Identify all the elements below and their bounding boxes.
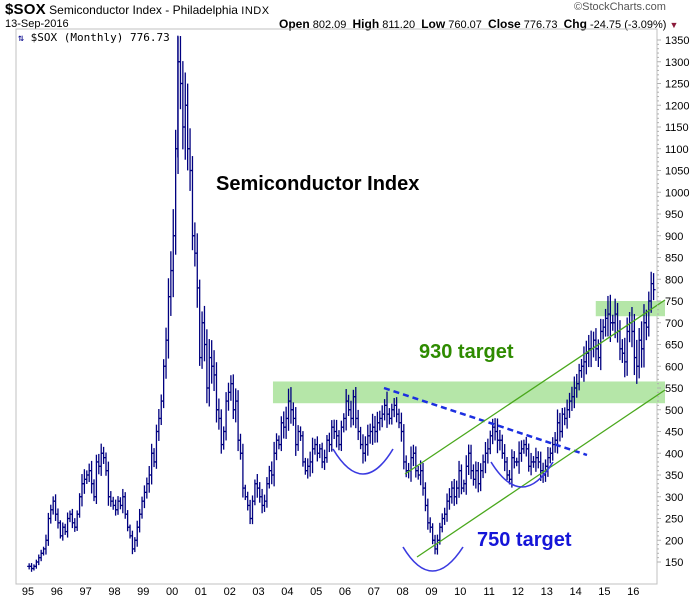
y-tick-label: 1150 <box>665 122 689 134</box>
y-tick-label: 250 <box>665 514 683 526</box>
series-legend: ⇅ $SOX (Monthly) 776.73 <box>18 31 170 44</box>
low-value: 760.07 <box>448 19 482 31</box>
chart-date: 13-Sep-2016 <box>5 18 69 30</box>
bottom-arc <box>402 546 464 572</box>
y-tick-label: 700 <box>665 318 683 330</box>
x-tick-label: 11 <box>483 586 494 598</box>
y-tick-label: 200 <box>665 535 683 547</box>
x-tick-label: 12 <box>512 586 524 598</box>
y-tick-label: 150 <box>665 557 683 569</box>
trend-lines <box>332 299 666 572</box>
x-tick-label: 99 <box>137 586 149 598</box>
downtrend-line <box>383 386 588 457</box>
x-tick-label: 16 <box>627 586 639 598</box>
x-tick-label: 10 <box>454 586 466 598</box>
open-label: Open <box>279 17 310 31</box>
chart-title: $SOX Semiconductor Index - Philadelphia … <box>5 1 270 18</box>
open-value: 802.09 <box>312 19 347 31</box>
x-tick-label: 04 <box>281 586 293 598</box>
annotation-title: Semiconductor Index <box>216 173 420 195</box>
low-label: Low <box>421 17 446 31</box>
y-tick-label: 650 <box>665 340 683 352</box>
y-tick-label: 950 <box>665 209 683 221</box>
y-tick-label: 800 <box>665 274 683 286</box>
y-tick-label: 300 <box>665 492 683 504</box>
x-tick-label: 95 <box>22 586 34 598</box>
chg-value: -24.75 (-3.09%) <box>589 19 667 31</box>
x-axis: 95 96 97 98 99 00 01 02 03 04 05 06 07 08 09 10 11 12 13 14… <box>22 586 639 598</box>
x-tick-label: 05 <box>310 586 322 598</box>
y-tick-label: 1000 <box>665 187 689 199</box>
close-value: 776.73 <box>523 19 558 31</box>
x-tick-label: 02 <box>224 586 236 598</box>
quote-line: Open 802.09 High 811.20 Low 760.07 Close… <box>279 17 678 31</box>
resistance-band-730 <box>595 301 665 317</box>
high-label: High <box>352 17 380 31</box>
symbol: $SOX <box>5 1 46 18</box>
x-tick-label: 13 <box>541 586 553 598</box>
high-value: 811.20 <box>382 19 416 31</box>
y-tick-label: 750 <box>665 296 683 308</box>
close-label: Close <box>488 17 521 31</box>
x-tick-label: 14 <box>569 586 581 598</box>
y-tick-label: 850 <box>665 253 683 265</box>
y-tick-label: 1100 <box>665 144 689 156</box>
resistance-band-550 <box>272 381 665 404</box>
down-triangle-icon: ▼ <box>669 20 679 30</box>
y-tick-label: 500 <box>665 405 683 417</box>
x-tick-label: 01 <box>195 586 207 598</box>
x-tick-label: 09 <box>425 586 437 598</box>
x-tick-label: 06 <box>339 586 351 598</box>
ohlc-bars <box>27 35 656 572</box>
y-tick-label: 1200 <box>665 100 689 112</box>
brand-watermark: ©StockCharts.com <box>574 1 666 13</box>
index-name: Semiconductor Index - Philadelphia <box>49 3 238 17</box>
annotation-750-target: 750 target <box>477 529 572 551</box>
y-tick-label: 1250 <box>665 79 689 91</box>
channel-lower-line <box>416 389 666 558</box>
y-tick-label: 400 <box>665 448 683 460</box>
y-tick-label: 350 <box>665 470 683 482</box>
y-tick-label: 900 <box>665 231 683 243</box>
x-tick-label: 97 <box>80 586 92 598</box>
x-tick-label: 08 <box>397 586 409 598</box>
y-tick-label: 1300 <box>665 57 689 69</box>
y-tick-label: 600 <box>665 361 683 373</box>
ohlc-bars-icon: ⇅ <box>18 33 25 44</box>
exchange: INDX <box>241 5 270 17</box>
bottom-arc <box>332 448 394 475</box>
x-tick-label: 98 <box>108 586 120 598</box>
x-tick-label: 96 <box>51 586 63 598</box>
y-axis: 150 200 250 300 350 400 450 500 550 600 650 700 750 8… <box>657 35 689 569</box>
annotation-930-target: 930 target <box>419 341 514 363</box>
y-tick-label: 1350 <box>665 35 689 47</box>
x-tick-label: 03 <box>252 586 264 598</box>
chg-label: Chg <box>563 17 587 31</box>
x-tick-label: 07 <box>368 586 380 598</box>
channel-upper-line <box>404 299 666 475</box>
bottom-arc <box>490 461 554 488</box>
y-tick-label: 450 <box>665 427 683 439</box>
y-tick-label: 550 <box>665 383 683 395</box>
y-tick-label: 1050 <box>665 166 689 178</box>
resistance-bands <box>272 301 665 404</box>
x-tick-label: 00 <box>166 586 178 598</box>
legend-text: $SOX (Monthly) 776.73 <box>30 31 170 44</box>
x-tick-label: 15 <box>598 586 610 598</box>
